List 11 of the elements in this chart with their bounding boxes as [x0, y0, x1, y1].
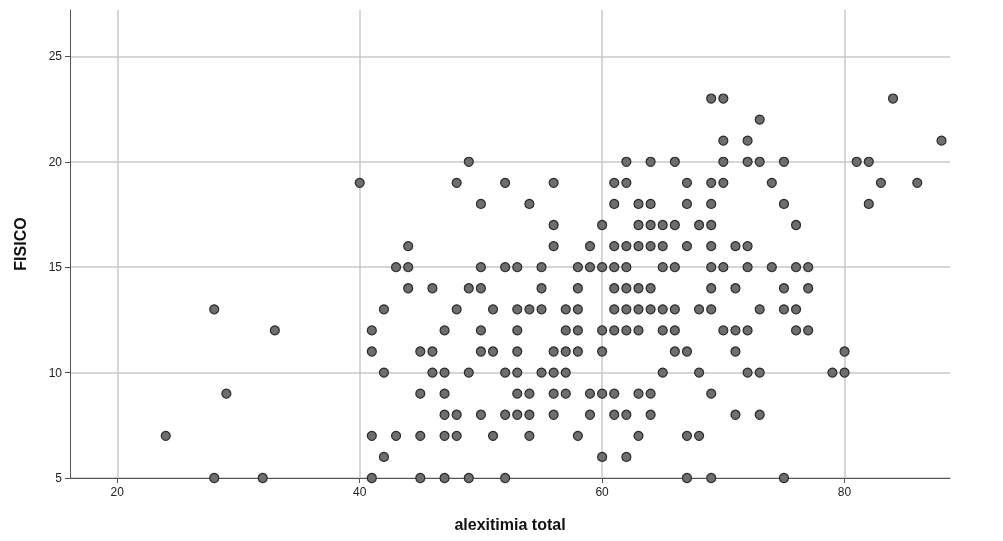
y-axis-title: FISICO	[11, 217, 29, 271]
x-tick-label: 40	[353, 485, 367, 499]
y-tick-label: 25	[48, 49, 63, 64]
y-tick-label: 15	[48, 260, 63, 275]
x-tick-label: 60	[595, 485, 610, 499]
x-tick-label: 20	[110, 485, 125, 499]
x-axis-title: alexitimia total	[454, 515, 566, 533]
x-tick-label: 80	[837, 485, 852, 499]
y-tick-label: 20	[48, 154, 63, 169]
y-tick-label: 10	[48, 365, 63, 380]
y-tick-label: 5	[55, 471, 63, 485]
